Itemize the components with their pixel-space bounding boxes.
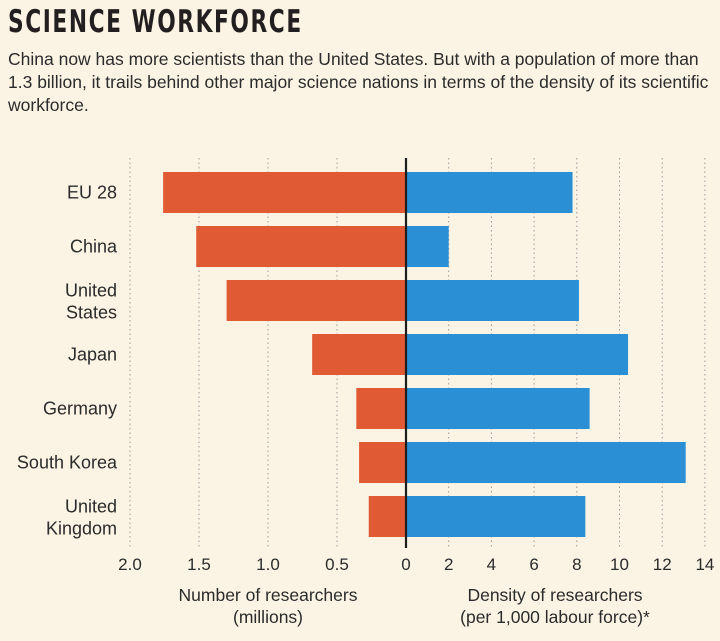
x-tick-label-right: 14 <box>695 555 714 574</box>
bar-researchers <box>312 334 406 375</box>
chart-subtitle: China now has more scientists than the U… <box>8 49 709 115</box>
category-label: Japan <box>68 345 117 365</box>
x-tick-label-right: 4 <box>487 555 496 574</box>
category-label: United <box>65 497 117 517</box>
x-axis-title-right: (per 1,000 labour force)* <box>460 607 650 627</box>
bar-researchers <box>359 442 406 483</box>
category-label: Kingdom <box>46 519 117 539</box>
x-axis-title-left: (millions) <box>233 607 303 627</box>
bar-density <box>406 334 629 375</box>
x-tick-label-right: 6 <box>529 555 538 574</box>
category-label: South Korea <box>17 453 118 473</box>
x-tick-label-right: 2 <box>444 555 453 574</box>
category-label: States <box>66 303 117 323</box>
x-tick-label-right: 8 <box>572 555 581 574</box>
x-tick-label-right: 0 <box>401 555 410 574</box>
x-axis-title-left: Number of researchers <box>179 585 358 605</box>
bar-density <box>406 280 579 321</box>
chart-title: SCIENCE WORKFORCE <box>8 4 303 40</box>
bar-researchers <box>356 388 406 429</box>
x-axis-title-right: Density of researchers <box>467 585 642 605</box>
category-label: United <box>65 281 117 301</box>
category-label: EU 28 <box>67 183 117 203</box>
bar-density <box>406 226 449 267</box>
category-label: China <box>70 237 118 257</box>
bar-researchers <box>196 226 406 267</box>
x-tick-label-right: 12 <box>653 555 672 574</box>
x-tick-label-left: 2.0 <box>118 555 142 574</box>
bar-density <box>406 442 686 483</box>
x-tick-label-left: 0.5 <box>325 555 349 574</box>
bar-researchers <box>368 496 406 537</box>
bar-density <box>406 172 573 213</box>
bar-density <box>406 496 586 537</box>
category-label: Germany <box>43 399 117 419</box>
x-tick-label-right: 10 <box>610 555 629 574</box>
bar-density <box>406 388 590 429</box>
x-tick-label-left: 1.0 <box>256 555 280 574</box>
bar-researchers <box>163 172 406 213</box>
x-tick-label-left: 1.5 <box>187 555 211 574</box>
bar-researchers <box>226 280 406 321</box>
